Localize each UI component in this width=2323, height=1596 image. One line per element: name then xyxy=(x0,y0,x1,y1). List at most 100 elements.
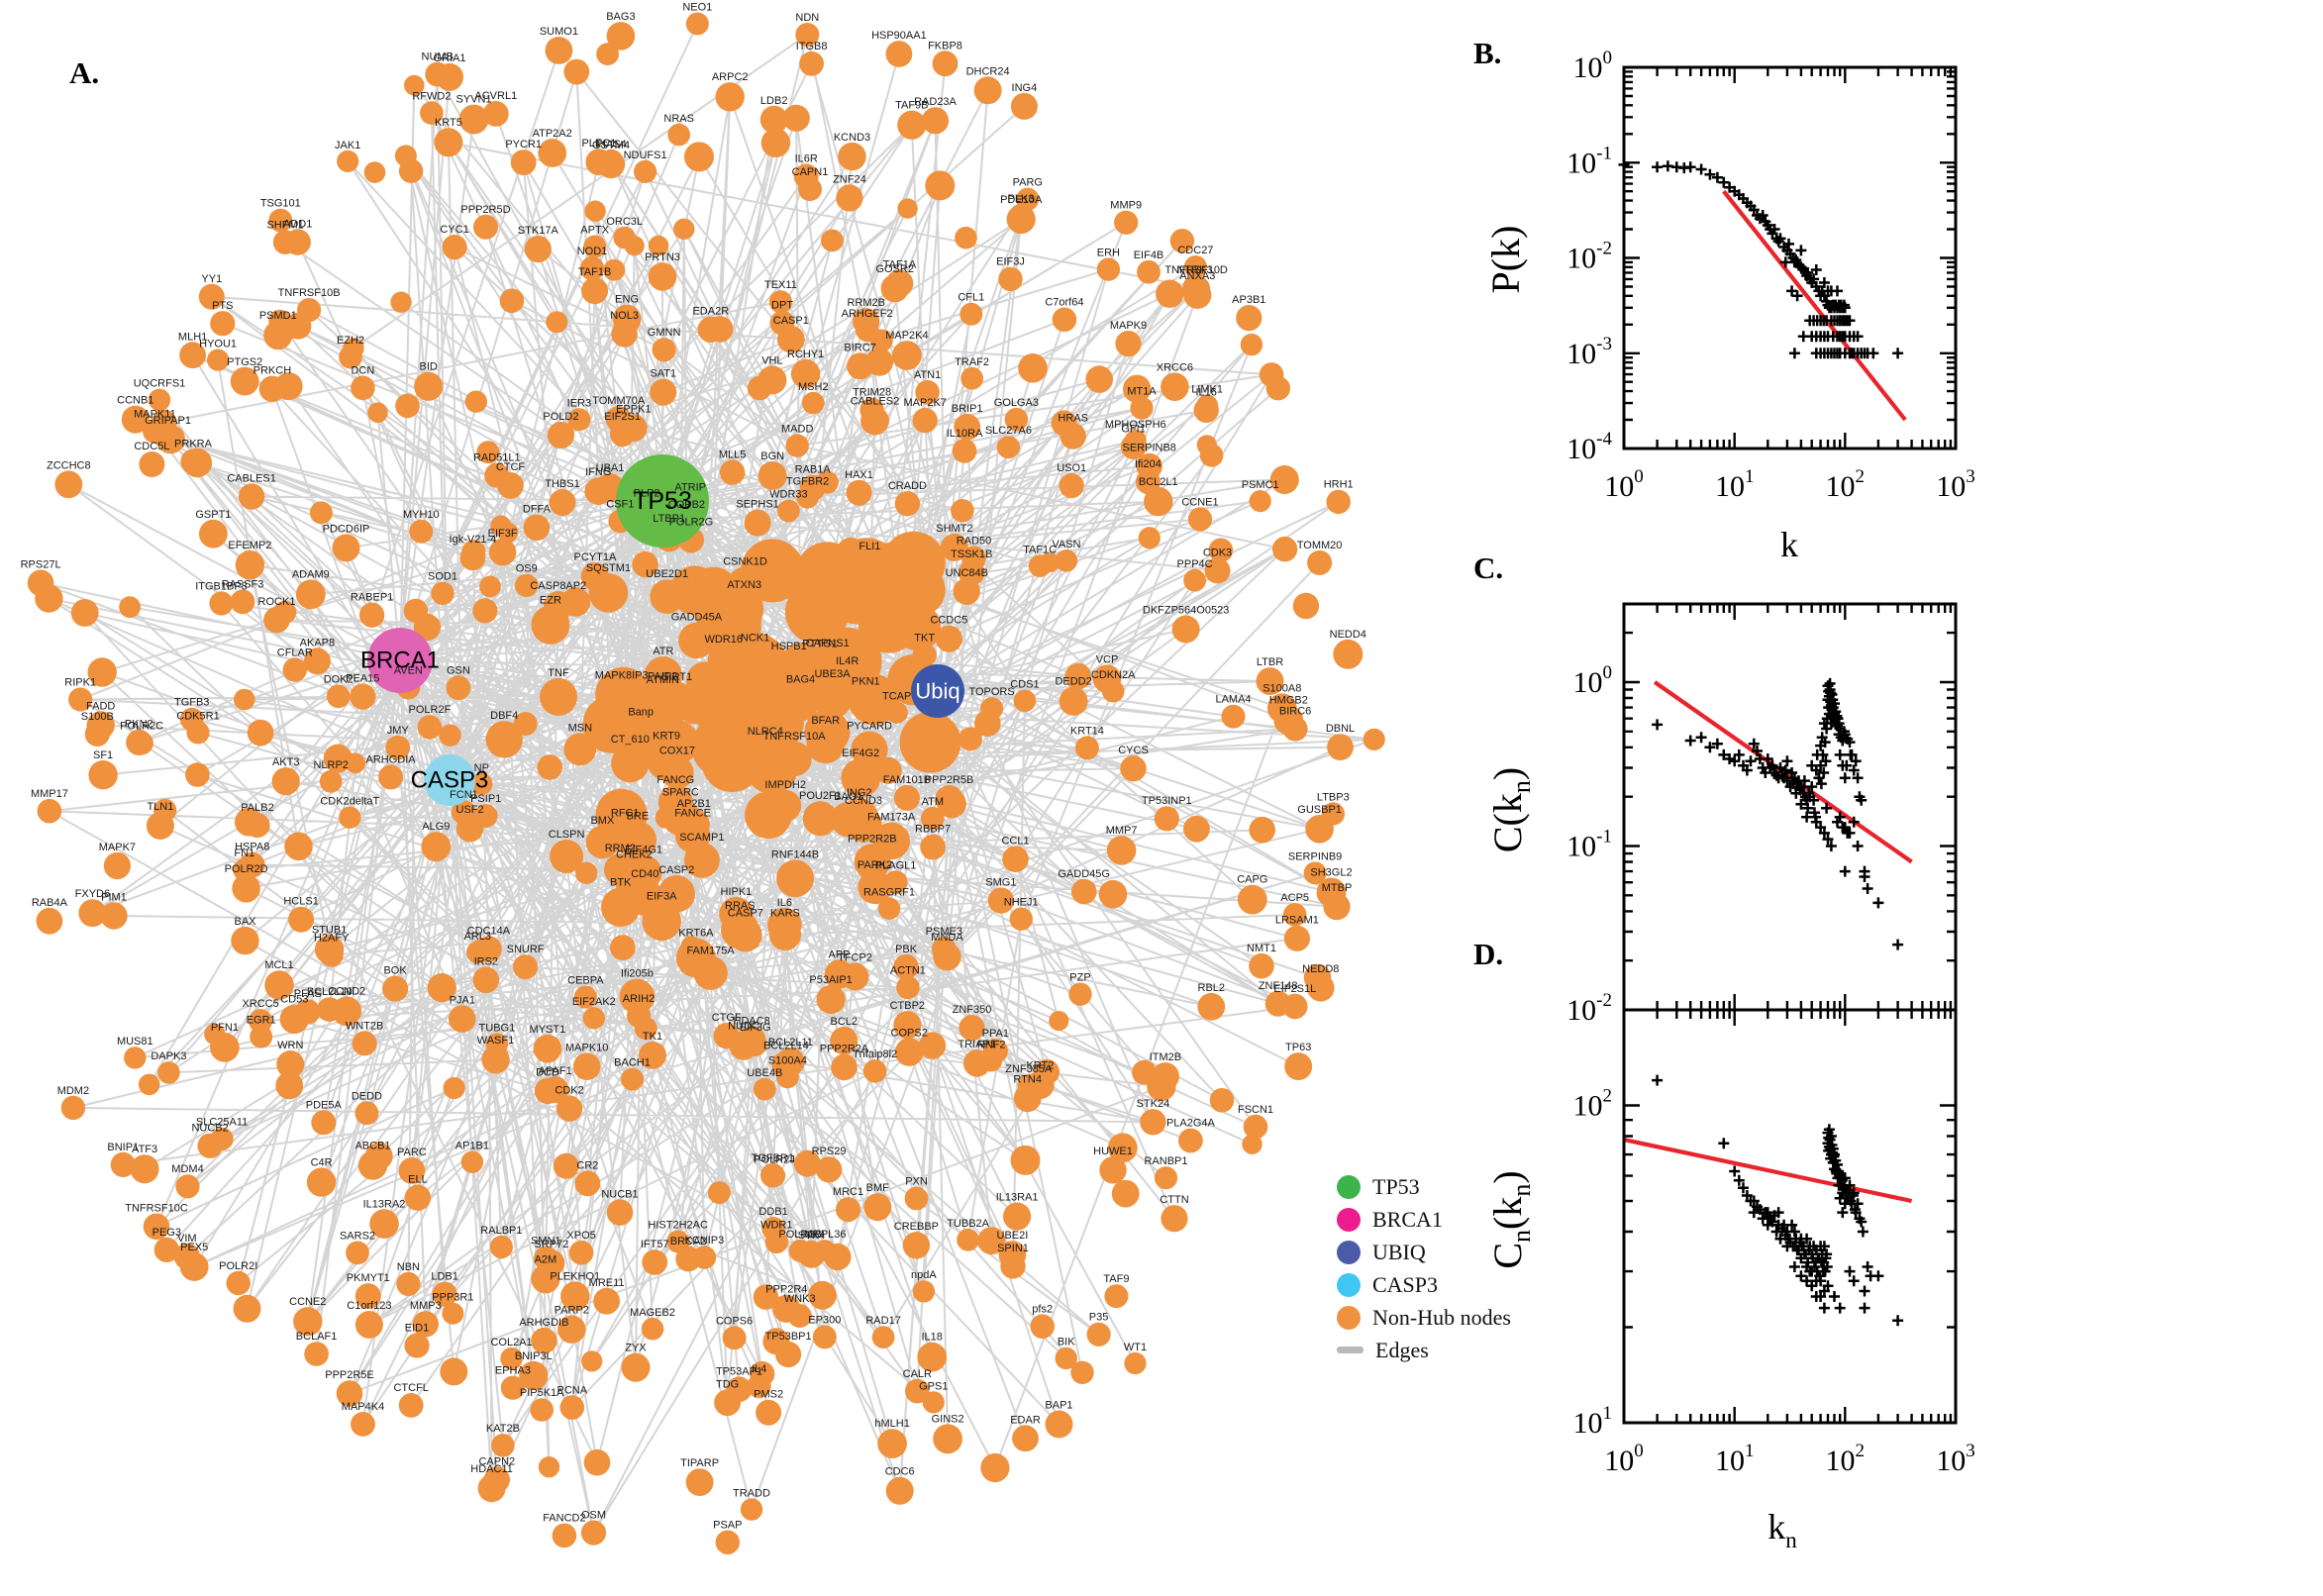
svg-text:BRE: BRE xyxy=(627,810,650,822)
svg-text:S100A4: S100A4 xyxy=(768,1054,807,1066)
svg-text:EIF2AK2: EIF2AK2 xyxy=(572,996,616,1008)
svg-text:ZYX: ZYX xyxy=(625,1343,647,1354)
legend-label: BRCA1 xyxy=(1372,1206,1443,1232)
svg-text:NBN: NBN xyxy=(397,1261,420,1273)
svg-text:TEX11: TEX11 xyxy=(764,279,797,291)
svg-text:RAB1A: RAB1A xyxy=(795,464,832,476)
svg-text:TNFRSF10B: TNFRSF10B xyxy=(278,287,341,299)
svg-text:POLR2B: POLR2B xyxy=(778,1229,821,1241)
svg-text:KRT14: KRT14 xyxy=(1070,725,1104,737)
hub-node-ubiq: Ubiq xyxy=(911,664,964,718)
svg-text:IFNG: IFNG xyxy=(585,466,611,478)
svg-text:UBE4B: UBE4B xyxy=(747,1067,782,1079)
svg-text:HSP90AA1: HSP90AA1 xyxy=(871,30,927,42)
legend-item-edges: Edges xyxy=(1337,1334,1511,1366)
svg-text:GADD45G: GADD45G xyxy=(1058,868,1110,880)
svg-text:BCL2L1: BCL2L1 xyxy=(1139,476,1178,488)
plot-c-points xyxy=(1652,677,1904,950)
svg-text:100: 100 xyxy=(1604,1441,1644,1477)
svg-text:SARS2: SARS2 xyxy=(340,1230,375,1242)
svg-text:HUWE1: HUWE1 xyxy=(1093,1146,1133,1157)
svg-text:CASP3: CASP3 xyxy=(411,767,489,794)
svg-text:CDC27: CDC27 xyxy=(1177,245,1213,256)
svg-text:ZCCHC8: ZCCHC8 xyxy=(47,459,91,471)
svg-text:ITM2B: ITM2B xyxy=(1150,1051,1181,1063)
svg-text:MUS81: MUS81 xyxy=(117,1036,153,1047)
svg-text:RRM2B: RRM2B xyxy=(847,297,885,309)
svg-text:PTGS2: PTGS2 xyxy=(227,356,262,368)
svg-text:IL4: IL4 xyxy=(752,1363,766,1375)
svg-text:CASP1: CASP1 xyxy=(773,315,809,327)
svg-text:GRIPAP1: GRIPAP1 xyxy=(145,415,191,427)
svg-text:CTTN: CTTN xyxy=(1160,1194,1188,1206)
svg-text:NHEJ1: NHEJ1 xyxy=(1004,897,1039,909)
svg-text:EP300: EP300 xyxy=(808,1314,841,1326)
svg-text:MTBP: MTBP xyxy=(1322,882,1353,894)
hub-node-tp53: TP53 xyxy=(616,454,709,548)
svg-text:WASF1: WASF1 xyxy=(477,1035,515,1047)
svg-text:PARP2: PARP2 xyxy=(555,1305,589,1317)
svg-text:CAPG: CAPG xyxy=(1237,874,1267,886)
svg-text:SAT1: SAT1 xyxy=(650,368,676,380)
svg-text:TK1: TK1 xyxy=(643,1031,662,1043)
svg-text:STK4: STK4 xyxy=(798,1230,826,1242)
svg-text:102: 102 xyxy=(1826,466,1866,503)
svg-text:IL6R: IL6R xyxy=(795,152,818,164)
svg-text:PCYT1A: PCYT1A xyxy=(574,551,617,563)
svg-text:S100B: S100B xyxy=(81,711,114,723)
svg-text:USF2: USF2 xyxy=(456,804,484,816)
svg-text:PTS: PTS xyxy=(212,300,233,312)
svg-text:PARK2: PARK2 xyxy=(858,859,892,871)
svg-text:RAB4A: RAB4A xyxy=(32,897,68,909)
svg-text:TNFRSF10A: TNFRSF10A xyxy=(763,731,827,743)
svg-text:SQSTM1: SQSTM1 xyxy=(586,562,631,574)
svg-text:CD53: CD53 xyxy=(280,994,308,1006)
svg-text:TFCP2: TFCP2 xyxy=(838,952,872,964)
svg-text:Banp: Banp xyxy=(628,706,654,718)
svg-text:CLSPN: CLSPN xyxy=(549,829,585,841)
svg-text:BNIP1: BNIP1 xyxy=(107,1142,139,1153)
svg-text:ZNF24: ZNF24 xyxy=(833,173,866,185)
svg-text:DCN: DCN xyxy=(351,365,374,377)
svg-text:PYCARD: PYCARD xyxy=(847,721,892,733)
svg-text:ATXN3: ATXN3 xyxy=(727,579,761,591)
svg-text:RANBP1: RANBP1 xyxy=(1144,1155,1187,1167)
svg-text:PSMC1: PSMC1 xyxy=(1242,479,1279,491)
svg-text:PDCD6IP: PDCD6IP xyxy=(323,523,370,535)
svg-text:SHFM1: SHFM1 xyxy=(266,219,303,231)
svg-text:PPA1: PPA1 xyxy=(982,1028,1009,1040)
svg-text:FSCN1: FSCN1 xyxy=(1238,1104,1273,1116)
svg-text:GRIA1: GRIA1 xyxy=(433,52,465,64)
svg-text:10-4: 10-4 xyxy=(1566,429,1612,465)
svg-text:RCHY1: RCHY1 xyxy=(787,349,824,360)
svg-text:RAD23A: RAD23A xyxy=(914,96,957,108)
svg-text:HSPB1: HSPB1 xyxy=(771,641,807,652)
svg-text:IL10RA: IL10RA xyxy=(947,428,983,440)
svg-text:GSTM4: GSTM4 xyxy=(592,140,630,151)
svg-text:PAIP2: PAIP2 xyxy=(648,671,677,683)
svg-text:USO1: USO1 xyxy=(1057,462,1086,474)
svg-text:DDB1: DDB1 xyxy=(758,1206,787,1218)
svg-text:RASSF3: RASSF3 xyxy=(222,578,264,590)
svg-text:PRKRA: PRKRA xyxy=(174,439,213,450)
svg-text:FAM175A: FAM175A xyxy=(686,946,735,957)
svg-text:ITGB8: ITGB8 xyxy=(796,41,828,52)
svg-text:KCND3: KCND3 xyxy=(834,132,870,144)
svg-text:HYOU1: HYOU1 xyxy=(199,339,237,350)
svg-text:PIM1: PIM1 xyxy=(101,891,127,903)
svg-text:pfs2: pfs2 xyxy=(1032,1303,1053,1315)
svg-text:DBF4: DBF4 xyxy=(490,710,518,722)
svg-text:PCNA: PCNA xyxy=(557,1384,588,1396)
svg-text:CDK2deltaT: CDK2deltaT xyxy=(320,796,379,808)
svg-text:ING2: ING2 xyxy=(847,787,872,799)
svg-text:CAPN1: CAPN1 xyxy=(792,166,829,178)
svg-text:RIPK1: RIPK1 xyxy=(64,676,96,688)
svg-text:PJA1: PJA1 xyxy=(450,994,475,1006)
svg-text:PLEKHO1: PLEKHO1 xyxy=(550,1270,600,1282)
svg-text:PPP2R5B: PPP2R5B xyxy=(925,774,974,786)
svg-text:KRT2: KRT2 xyxy=(1026,1060,1054,1072)
svg-text:STK24: STK24 xyxy=(1137,1098,1170,1110)
svg-text:MYH10: MYH10 xyxy=(403,509,440,521)
svg-text:SEPHS1: SEPHS1 xyxy=(736,499,778,511)
svg-text:POLR2G: POLR2G xyxy=(669,516,714,528)
